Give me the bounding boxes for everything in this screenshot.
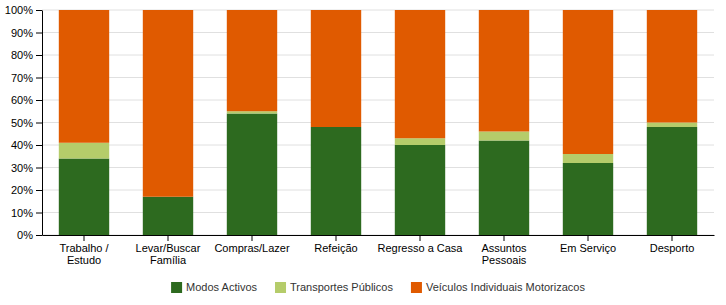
bar-segment	[563, 154, 613, 163]
bar-segment	[647, 10, 697, 123]
bar-segment	[479, 141, 529, 236]
bar-segment	[227, 111, 277, 113]
y-tick: 90%	[11, 27, 42, 39]
x-tick: Em Serviço	[560, 235, 616, 254]
x-tick: Regresso a Casa	[378, 235, 464, 254]
tick-mark	[36, 213, 42, 214]
series	[59, 10, 697, 197]
tick-mark	[36, 123, 42, 124]
tick-label: 90%	[11, 27, 33, 39]
tick-label: AssuntosPessoais	[481, 242, 527, 267]
tick-label: 40%	[11, 139, 33, 151]
tick-label: Trabalho /Estudo	[59, 242, 109, 267]
tick-label: 100%	[5, 4, 33, 16]
tick-label: 80%	[11, 49, 33, 61]
bar-segment	[395, 145, 445, 235]
bar-segment	[311, 10, 361, 127]
y-tick: 10%	[11, 207, 42, 219]
bar-segment	[479, 10, 529, 132]
tick-mark	[168, 235, 169, 241]
x-tick: Refeição	[314, 235, 357, 254]
tick-mark	[36, 55, 42, 56]
tick-label: Compras/Lazer	[214, 242, 290, 254]
y-tick: 30%	[11, 162, 42, 174]
tick-label: 0%	[17, 229, 33, 241]
tick-mark	[36, 190, 42, 191]
bar-segment	[143, 197, 193, 235]
x-tick: Levar/BuscarFamília	[136, 235, 201, 266]
legend-swatch	[275, 282, 286, 293]
tick-mark	[252, 235, 253, 241]
y-tick: 70%	[11, 72, 42, 84]
tick-label: 60%	[11, 94, 33, 106]
y-tick: 60%	[11, 94, 42, 106]
tick-label: Levar/BuscarFamília	[136, 242, 201, 267]
bar-segment	[311, 127, 361, 235]
chart: 0% 10% 20% 30% 40% 50% 60% 70% 80% 90% 100% Trabalh…	[0, 0, 726, 305]
x-axis: Trabalho /Estudo Levar/BuscarFamília Compr…	[43, 235, 715, 266]
tick-mark	[672, 235, 673, 241]
tick-label: 30%	[11, 162, 33, 174]
x-tick: AssuntosPessoais	[481, 235, 527, 266]
legend-label: Modos Activos	[186, 281, 257, 293]
grid	[42, 10, 714, 235]
bar-segment	[395, 10, 445, 138]
bar-segment	[59, 10, 109, 143]
y-tick: 20%	[11, 184, 42, 196]
legend-label: Veículos Individuais Motorizacos	[426, 281, 585, 293]
tick-mark	[84, 235, 85, 241]
tick-mark	[36, 100, 42, 101]
bar-segment	[647, 123, 697, 128]
tick-mark	[504, 235, 505, 241]
tick-mark	[36, 145, 42, 146]
tick-mark	[336, 235, 337, 241]
tick-mark	[36, 235, 42, 236]
legend: Modos Activos Transportes Públicos Veículo…	[171, 281, 585, 293]
bar-segment	[227, 10, 277, 111]
axis-line	[43, 235, 715, 236]
tick-mark	[588, 235, 589, 241]
axis-line	[42, 11, 43, 236]
legend-label: Transportes Públicos	[290, 281, 393, 293]
bars	[59, 10, 697, 235]
y-tick: 80%	[11, 49, 42, 61]
plot: 0% 10% 20% 30% 40% 50% 60% 70% 80% 90% 100% Trabalh…	[5, 4, 715, 266]
legend-item: Transportes Públicos	[275, 281, 393, 293]
tick-label: Desporto	[650, 242, 695, 254]
tick-label: 70%	[11, 72, 33, 84]
bar-segment	[563, 163, 613, 235]
x-tick: Desporto	[650, 235, 695, 254]
y-tick: 100%	[5, 4, 42, 16]
tick-label: 10%	[11, 207, 33, 219]
tick-mark	[36, 168, 42, 169]
y-tick: 0%	[17, 229, 42, 241]
legend-item: Modos Activos	[171, 281, 257, 293]
bar-segment	[59, 159, 109, 236]
bar-segment	[143, 10, 193, 197]
bar-segment	[563, 10, 613, 154]
y-tick: 50%	[11, 117, 42, 129]
legend-swatch	[411, 282, 422, 293]
tick-mark	[420, 235, 421, 241]
x-tick: Compras/Lazer	[214, 235, 290, 254]
legend-swatch	[171, 282, 182, 293]
tick-label: 20%	[11, 184, 33, 196]
tick-label: Regresso a Casa	[378, 242, 464, 254]
bar-segment	[479, 132, 529, 141]
bar-segment	[227, 114, 277, 236]
y-axis: 0% 10% 20% 30% 40% 50% 60% 70% 80% 90% 100%	[5, 4, 43, 241]
legend-item: Veículos Individuais Motorizacos	[411, 281, 585, 293]
bar-segment	[395, 138, 445, 145]
y-tick: 40%	[11, 139, 42, 151]
tick-label: Refeição	[314, 242, 357, 254]
tick-label: 50%	[11, 117, 33, 129]
tick-mark	[36, 10, 42, 11]
bar-segment	[647, 127, 697, 235]
bar-segment	[59, 143, 109, 159]
tick-mark	[36, 33, 42, 34]
tick-label: Em Serviço	[560, 242, 616, 254]
tick-mark	[36, 78, 42, 79]
x-tick: Trabalho /Estudo	[59, 235, 109, 266]
